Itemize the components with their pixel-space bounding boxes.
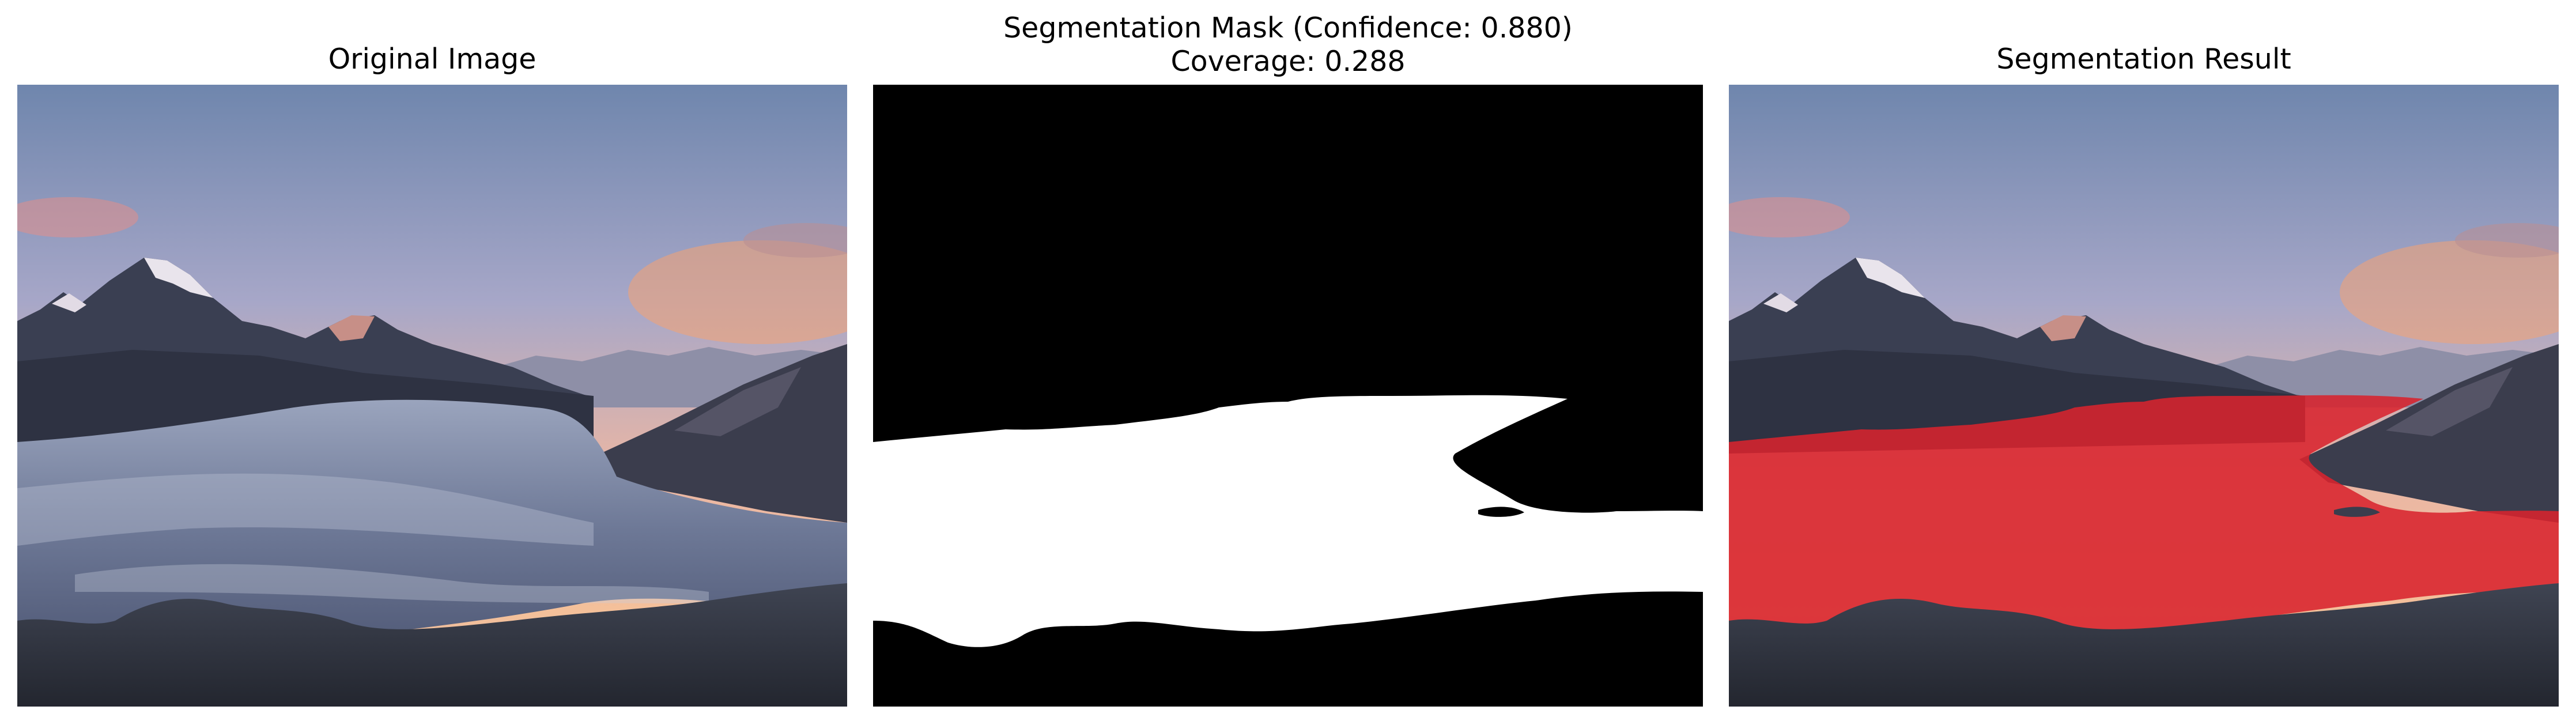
segmentation-overlay bbox=[1729, 395, 2559, 647]
segmentation-result-title: Segmentation Result bbox=[1996, 43, 2291, 75]
mask-title-line1: Segmentation Mask (Confidence: 0.880) bbox=[1003, 12, 1573, 44]
original-landscape-image bbox=[17, 85, 847, 707]
segmentation-result-panel bbox=[1729, 85, 2559, 707]
segmentation-mask-panel bbox=[873, 85, 1703, 707]
mask-title-line2: Coverage: 0.288 bbox=[1170, 45, 1406, 78]
original-image-panel bbox=[17, 85, 847, 707]
segmentation-result-image bbox=[1729, 85, 2559, 707]
segmentation-mask-image bbox=[873, 85, 1703, 707]
original-image-title: Original Image bbox=[328, 43, 537, 75]
segmentation-mask-title: Segmentation Mask (Confidence: 0.880) Co… bbox=[873, 12, 1703, 78]
